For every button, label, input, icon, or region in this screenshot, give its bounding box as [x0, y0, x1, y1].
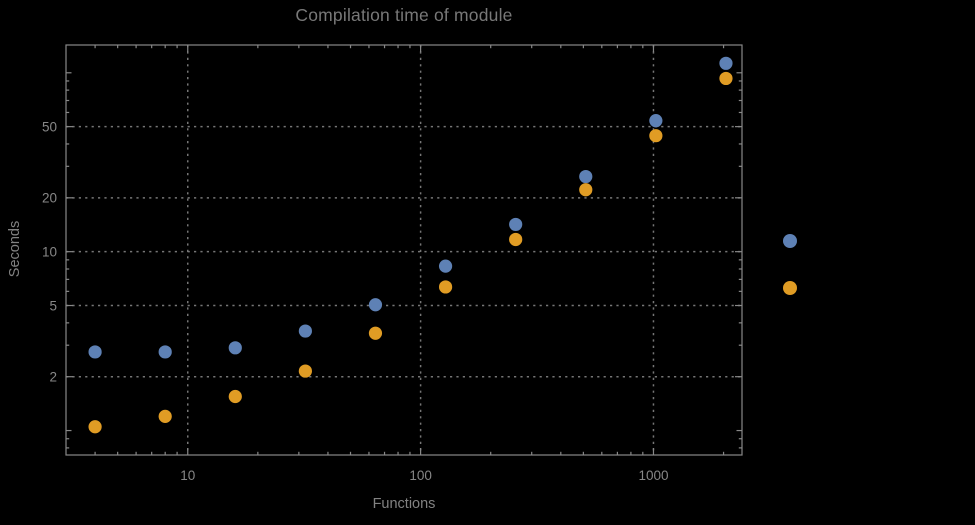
y-tick-label: 20 [42, 191, 57, 206]
plot-legend [783, 234, 797, 295]
data-point-series-blue [649, 114, 663, 128]
x-tick-label: 1000 [638, 468, 668, 483]
y-tick-label: 10 [42, 244, 57, 259]
legend-marker-series-blue [783, 234, 797, 248]
x-tick-label: 100 [409, 468, 432, 483]
data-point-series-orange [719, 71, 733, 86]
data-point-series-blue [158, 345, 172, 359]
x-tick-label: 10 [180, 468, 195, 483]
data-point-series-orange [509, 232, 523, 247]
data-point-series-blue [228, 341, 242, 355]
data-point-series-blue [579, 169, 593, 184]
x-axis-label: Functions [372, 496, 436, 512]
data-point-series-orange [88, 420, 102, 434]
plot-frame [65, 44, 743, 456]
legend-marker-series-orange [783, 281, 797, 295]
data-point-series-orange [649, 129, 663, 143]
y-tick-label: 2 [49, 370, 57, 385]
y-tick-label: 5 [49, 298, 57, 313]
data-point-series-blue [368, 298, 383, 312]
data-point-series-blue [438, 259, 453, 273]
data-point-series-blue [88, 345, 102, 359]
data-point-series-orange [368, 326, 383, 340]
data-point-series-blue [719, 56, 733, 70]
data-point-series-orange [228, 389, 242, 404]
data-point-series-orange [438, 280, 453, 294]
data-point-series-blue [509, 217, 523, 232]
chart-title: Compilation time of module [295, 5, 513, 25]
data-point-series-blue [298, 324, 312, 338]
data-point-series-orange [158, 409, 172, 423]
y-tick-label: 50 [42, 119, 57, 134]
data-point-series-orange [579, 183, 593, 197]
data-point-series-orange [298, 364, 312, 378]
